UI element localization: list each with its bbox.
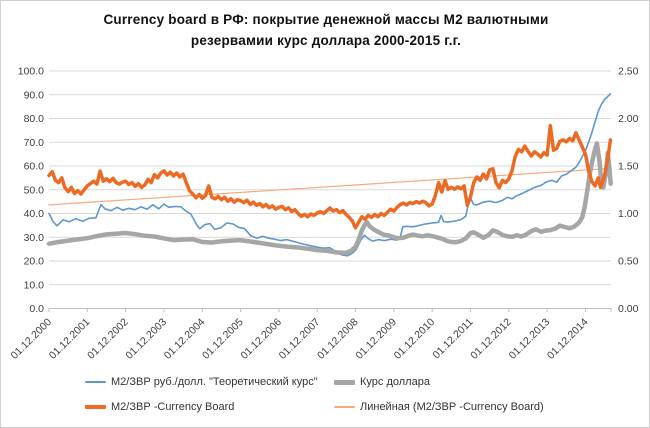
svg-text:60.0: 60.0 bbox=[24, 161, 45, 173]
svg-text:2.50: 2.50 bbox=[618, 66, 639, 78]
series-dollar-rate bbox=[46, 141, 613, 256]
svg-text:01.12.2014: 01.12.2014 bbox=[545, 316, 591, 362]
svg-text:80.0: 80.0 bbox=[24, 113, 45, 125]
svg-text:40.0: 40.0 bbox=[24, 208, 45, 220]
chart-title: Currency board в РФ: покрытие денежной м… bbox=[1, 10, 649, 52]
gridlines bbox=[49, 70, 611, 309]
svg-text:1.00: 1.00 bbox=[618, 208, 639, 220]
svg-text:50.0: 50.0 bbox=[24, 184, 45, 196]
svg-text:0.00: 0.00 bbox=[618, 303, 639, 315]
right-axis-labels: 2.50 2.00 1.50 1.00 0.50 0.00 bbox=[618, 66, 639, 316]
svg-text:01.12.2010: 01.12.2010 bbox=[392, 316, 438, 362]
svg-text:70.0: 70.0 bbox=[24, 137, 45, 149]
svg-text:0.0: 0.0 bbox=[29, 303, 44, 315]
svg-text:2.00: 2.00 bbox=[618, 113, 639, 125]
svg-text:10.0: 10.0 bbox=[24, 279, 45, 291]
x-axis bbox=[48, 308, 612, 312]
svg-text:20.0: 20.0 bbox=[24, 256, 45, 268]
chart-title-line1: Currency board в РФ: покрытие денежной м… bbox=[103, 12, 549, 27]
svg-text:30.0: 30.0 bbox=[24, 232, 45, 244]
svg-text:0.50: 0.50 bbox=[618, 256, 639, 268]
svg-text:1.50: 1.50 bbox=[618, 161, 639, 173]
chart-title-line2: резервамии курс доллара 2000-2015 г.г. bbox=[190, 32, 462, 48]
x-axis-labels: 01.12.200001.12.200101.12.200201.12.2003… bbox=[8, 316, 590, 362]
series-trendline bbox=[48, 167, 612, 206]
left-axis-labels: 100.0 90.0 80.0 70.0 60.0 50.0 40.0 30.0 20.0 10.… bbox=[18, 66, 44, 316]
series-currency-board bbox=[47, 123, 613, 230]
svg-text:100.0: 100.0 bbox=[18, 66, 44, 78]
series-lines bbox=[46, 93, 613, 257]
svg-text:90.0: 90.0 bbox=[24, 89, 45, 101]
